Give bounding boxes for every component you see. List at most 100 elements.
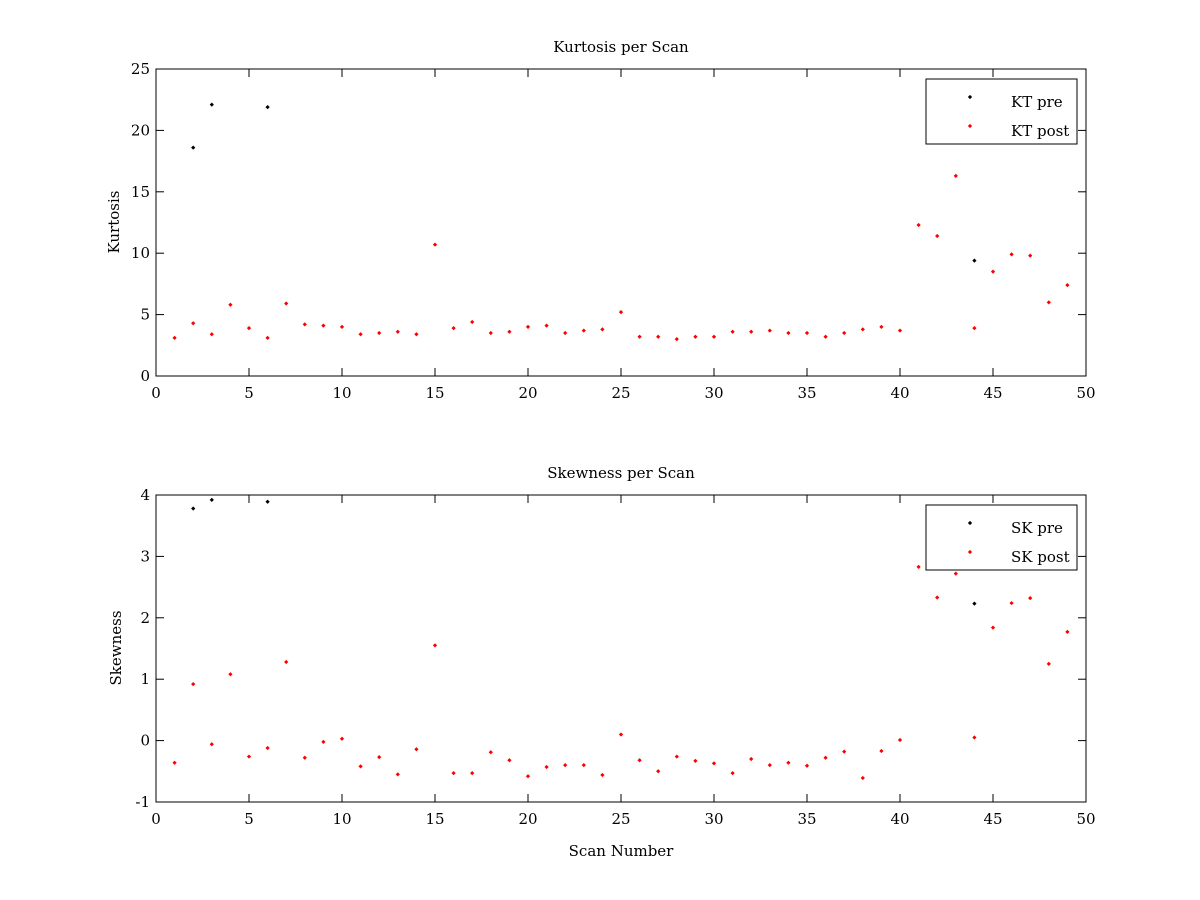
- kurtosis-x-tick-label: 25: [611, 384, 630, 402]
- kurtosis-point-post: [488, 330, 493, 336]
- kurtosis-x-tick-label: 30: [704, 384, 723, 402]
- kurtosis-x-tick-label: 20: [518, 384, 537, 402]
- kurtosis-point-post: [618, 310, 624, 315]
- skewness-point-post: [842, 749, 847, 754]
- kurtosis-y-tick-label: 5: [140, 306, 150, 324]
- kurtosis-chart: Kurtosis per Scan Kurtosis 0 5 10 15 20 25 30 3…: [105, 38, 1096, 402]
- skewness-point-post: [749, 756, 754, 762]
- skewness-point-post: [358, 764, 363, 769]
- skewness-point-post: [321, 739, 326, 744]
- skewness-point-post: [897, 737, 903, 743]
- skewness-point-post: [860, 775, 865, 781]
- kurtosis-point-post: [302, 322, 307, 327]
- skewness-point-post: [209, 742, 214, 747]
- kurtosis-point-post: [600, 327, 605, 332]
- kurtosis-point-post: [507, 329, 512, 334]
- kurtosis-point-post: [228, 302, 233, 307]
- skewness-point-post: [265, 745, 270, 751]
- skewness-point-post: [284, 659, 289, 665]
- kurtosis-x-tick-label: 50: [1076, 384, 1095, 402]
- kurtosis-point-post: [786, 330, 791, 336]
- skewness-point-post: [618, 732, 624, 737]
- kurtosis-point-post: [1046, 300, 1051, 305]
- skewness-point-post: [693, 758, 698, 763]
- kurtosis-point-post: [246, 325, 252, 331]
- kurtosis-y-tick-label: 25: [131, 60, 150, 78]
- kurtosis-point-pre: [191, 145, 196, 150]
- skewness-point-post: [563, 763, 568, 768]
- skewness-chart: Skewness per Scan Skewness Scan Number 0…: [107, 464, 1096, 860]
- skewness-point-post: [432, 643, 438, 648]
- skewness-point-post: [451, 771, 456, 776]
- kurtosis-y-tick-label: 0: [140, 367, 150, 385]
- kurtosis-point-post: [377, 330, 382, 336]
- skewness-x-tick-label: 0: [151, 810, 161, 828]
- skewness-x-tick-label: 45: [983, 810, 1002, 828]
- kurtosis-x-tick-label: 35: [797, 384, 816, 402]
- kurtosis-chart-title: Kurtosis per Scan: [553, 38, 689, 56]
- kurtosis-point-post: [544, 323, 549, 328]
- kurtosis-point-post: [451, 325, 456, 331]
- skewness-point-post: [191, 681, 196, 687]
- skewness-point-pre: [265, 499, 270, 504]
- skewness-point-post: [507, 758, 512, 763]
- skewness-point-post: [377, 755, 382, 760]
- skewness-x-tick-label: 10: [332, 810, 351, 828]
- kurtosis-point-post: [581, 328, 586, 333]
- skewness-point-post: [1065, 629, 1070, 635]
- skewness-point-post: [172, 760, 177, 765]
- kurtosis-point-post: [860, 327, 865, 332]
- skewness-x-axis-label: Scan Number: [569, 842, 675, 860]
- kurtosis-x-tick-label: 40: [890, 384, 909, 402]
- kurtosis-point-post: [432, 242, 438, 247]
- kurtosis-point-post: [711, 334, 717, 339]
- skewness-legend-label-pre: SK pre: [1011, 519, 1063, 537]
- kurtosis-y-tick-label: 20: [131, 121, 150, 139]
- kurtosis-y-tick-label: 10: [131, 244, 150, 262]
- skewness-x-tick-label: 40: [890, 810, 909, 828]
- skewness-point-post: [488, 750, 493, 755]
- skewness-point-post: [823, 755, 828, 760]
- skewness-point-post: [600, 772, 605, 778]
- skewness-x-tick-label: 30: [704, 810, 723, 828]
- skewness-point-post: [246, 754, 252, 759]
- skewness-y-tick-label: 1: [140, 670, 150, 688]
- skewness-point-post: [730, 771, 735, 776]
- skewness-legend-label-post: SK post: [1011, 548, 1070, 566]
- skewness-point-post: [804, 763, 810, 768]
- kurtosis-ticks: 0 5 10 15 20 25 30 35 40 45 50 0 5 10 15 20 25: [131, 60, 1096, 402]
- kurtosis-point-post: [990, 269, 996, 274]
- skewness-x-tick-label: 35: [797, 810, 816, 828]
- skewness-point-pre: [191, 506, 196, 511]
- kurtosis-points: [172, 102, 1070, 342]
- kurtosis-point-post: [879, 324, 884, 330]
- kurtosis-point-post: [1065, 283, 1070, 288]
- skewness-point-post: [637, 758, 642, 763]
- kurtosis-point-post: [265, 335, 270, 341]
- kurtosis-point-post: [525, 324, 531, 330]
- skewness-x-tick-label: 20: [518, 810, 537, 828]
- kurtosis-point-post: [842, 330, 847, 336]
- kurtosis-point-post: [637, 334, 642, 339]
- skewness-y-axis-label: Skewness: [107, 610, 125, 685]
- skewness-x-tick-label: 5: [244, 810, 254, 828]
- skewness-chart-title: Skewness per Scan: [547, 464, 695, 482]
- skewness-point-post: [544, 764, 549, 770]
- kurtosis-point-post: [470, 319, 475, 325]
- skewness-point-post: [525, 774, 531, 779]
- skewness-point-post: [953, 571, 958, 576]
- skewness-point-post: [990, 625, 996, 630]
- kurtosis-point-post: [953, 173, 958, 178]
- kurtosis-point-post: [1009, 252, 1014, 257]
- kurtosis-point-pre: [972, 258, 977, 263]
- skewness-point-post: [935, 595, 940, 600]
- kurtosis-point-post: [414, 332, 419, 337]
- skewness-point-post: [581, 763, 586, 768]
- skewness-point-post: [674, 754, 679, 759]
- kurtosis-point-post: [339, 324, 345, 330]
- skewness-legend-box: [925, 504, 1078, 571]
- skewness-point-post: [711, 761, 717, 766]
- kurtosis-point-post: [321, 323, 326, 328]
- kurtosis-legend: KT pre KT post: [925, 78, 1078, 145]
